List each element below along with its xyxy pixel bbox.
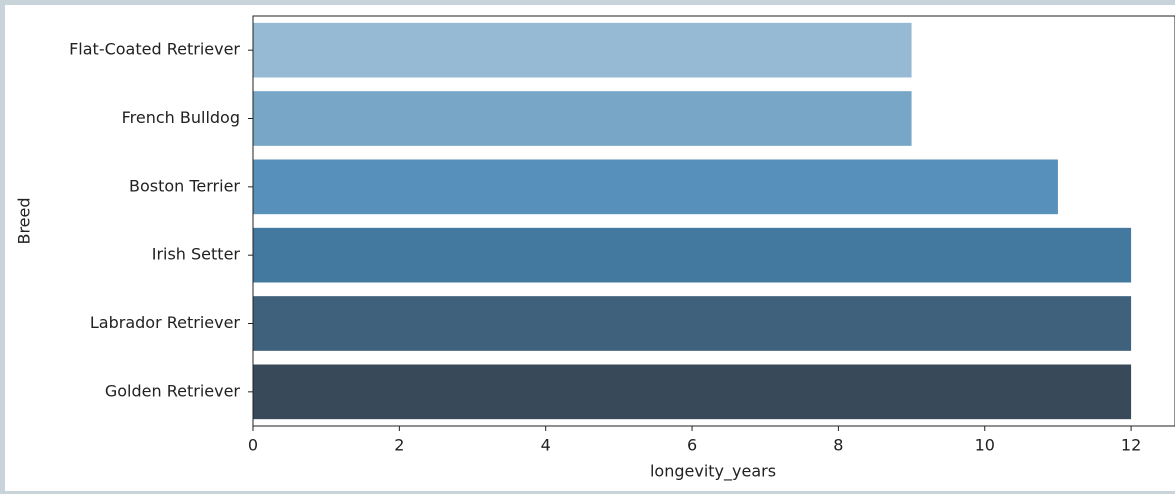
x-tick-label: 2 [394, 436, 404, 455]
bar [253, 227, 1132, 283]
bar [253, 159, 1058, 215]
y-tick-label: Boston Terrier [129, 176, 240, 195]
y-tick-label: French Bulldog [122, 108, 240, 127]
y-tick-label: Golden Retriever [105, 381, 241, 400]
x-tick-label: 12 [1121, 436, 1141, 455]
y-axis-label: Breed [15, 197, 34, 244]
y-tick-label: Flat-Coated Retriever [69, 40, 240, 59]
x-tick-label: 4 [541, 436, 551, 455]
bar [253, 296, 1132, 351]
bar [253, 91, 912, 146]
bar [253, 22, 912, 78]
x-axis-label: longevity_years [650, 462, 776, 482]
y-tick-label: Labrador Retriever [90, 313, 241, 332]
y-tick-label: Irish Setter [152, 245, 241, 264]
x-tick-label: 10 [975, 436, 995, 455]
axes-frame [252, 15, 1175, 427]
x-tick-label: 8 [833, 436, 843, 455]
x-tick-label: 0 [248, 436, 258, 455]
x-tick-label: 6 [687, 436, 697, 455]
bar [253, 364, 1132, 420]
